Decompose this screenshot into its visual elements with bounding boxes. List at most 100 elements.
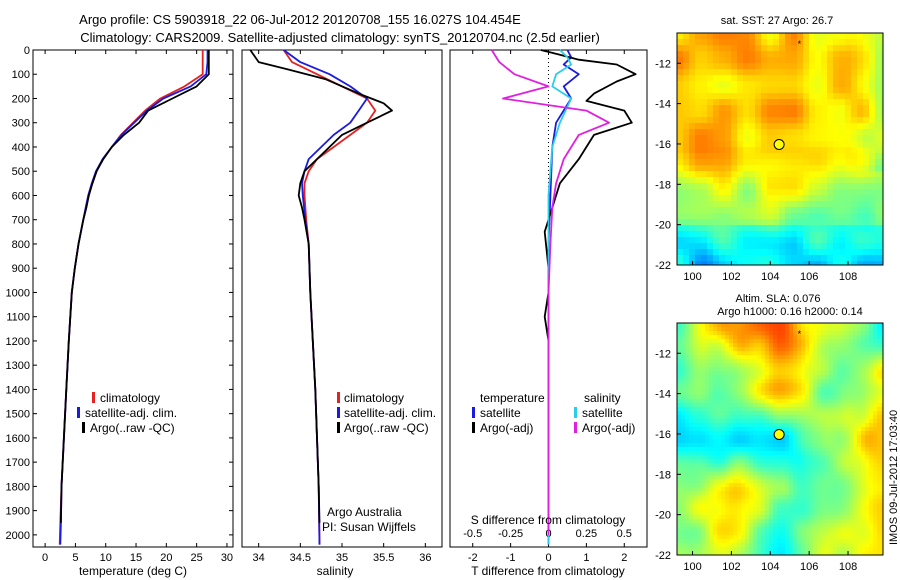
map-cell bbox=[785, 33, 792, 40]
map-cell bbox=[801, 527, 806, 532]
map-cell bbox=[777, 455, 782, 460]
map-cell bbox=[829, 371, 834, 376]
map-cell bbox=[865, 519, 870, 524]
map-cell bbox=[737, 141, 744, 148]
map-cell bbox=[857, 153, 864, 160]
map-cell bbox=[683, 87, 690, 94]
map-cell bbox=[705, 387, 710, 392]
map-cell bbox=[849, 471, 854, 476]
map-cell bbox=[825, 323, 830, 328]
map-cell bbox=[849, 539, 854, 544]
map-cell bbox=[821, 379, 826, 384]
map-cell bbox=[717, 455, 722, 460]
map-cell bbox=[829, 515, 834, 520]
map-cell bbox=[693, 343, 698, 348]
map-cell bbox=[829, 491, 834, 496]
map-cell bbox=[681, 439, 686, 444]
map-cell bbox=[833, 455, 838, 460]
map-cell bbox=[697, 371, 702, 376]
map-cell bbox=[873, 323, 878, 328]
map-cell bbox=[689, 51, 696, 58]
map-cell bbox=[821, 63, 828, 70]
map-cell bbox=[785, 183, 792, 190]
map-cell bbox=[845, 499, 850, 504]
map-cell bbox=[719, 45, 726, 52]
map-cell bbox=[713, 487, 718, 492]
map-cell bbox=[851, 225, 858, 232]
map-cell bbox=[697, 431, 702, 436]
map-cell bbox=[837, 547, 842, 552]
map-cell bbox=[821, 99, 828, 106]
map-cell bbox=[785, 503, 790, 508]
map-cell bbox=[779, 87, 786, 94]
map-cell bbox=[797, 371, 802, 376]
map-cell bbox=[817, 415, 822, 420]
map-cell bbox=[881, 487, 884, 492]
map-cell bbox=[789, 379, 794, 384]
map-cell bbox=[773, 407, 778, 412]
map-cell bbox=[709, 407, 714, 412]
map-cell bbox=[713, 459, 718, 464]
map-cell bbox=[809, 249, 816, 256]
map-cell bbox=[685, 447, 690, 452]
map-cell bbox=[761, 105, 768, 112]
map-cell bbox=[731, 51, 738, 58]
map-cell bbox=[815, 39, 822, 46]
map-cell bbox=[709, 435, 714, 440]
map-cell bbox=[707, 63, 714, 70]
map-cell bbox=[797, 111, 804, 118]
map-cell bbox=[845, 435, 850, 440]
map-cell bbox=[769, 335, 774, 340]
map-cell bbox=[815, 255, 822, 262]
map-cell bbox=[773, 39, 780, 46]
map-cell bbox=[713, 375, 718, 380]
map-cell bbox=[737, 399, 742, 404]
map-cell bbox=[817, 395, 822, 400]
map-cell bbox=[737, 443, 742, 448]
map-cell bbox=[853, 515, 858, 520]
map-cell bbox=[857, 491, 862, 496]
map-cell bbox=[701, 371, 706, 376]
map-cell bbox=[785, 255, 792, 262]
map-cell bbox=[803, 51, 810, 58]
map-cell bbox=[821, 419, 826, 424]
map-cell bbox=[725, 189, 732, 196]
map-cell bbox=[769, 483, 774, 488]
map-cell bbox=[773, 359, 778, 364]
map-cell bbox=[737, 419, 742, 424]
map-cell bbox=[875, 99, 882, 106]
map-cell bbox=[845, 339, 850, 344]
map-cell bbox=[695, 105, 702, 112]
map-cell bbox=[779, 177, 786, 184]
map-cell bbox=[803, 243, 810, 250]
map-cell bbox=[815, 129, 822, 136]
map-cell bbox=[873, 447, 878, 452]
map-cell bbox=[809, 243, 816, 250]
map-cell bbox=[803, 57, 810, 64]
map-cell bbox=[761, 539, 766, 544]
map-cell bbox=[741, 471, 746, 476]
map-cell bbox=[837, 371, 842, 376]
map-cell bbox=[749, 475, 754, 480]
map-cell bbox=[789, 371, 794, 376]
map-cell bbox=[809, 237, 816, 244]
map-cell bbox=[677, 231, 684, 238]
map-cell bbox=[677, 503, 682, 508]
map-cell bbox=[701, 153, 708, 160]
map-cell bbox=[829, 519, 834, 524]
map-cell bbox=[737, 327, 742, 332]
map-cell bbox=[761, 87, 768, 94]
map-cell bbox=[789, 487, 794, 492]
map-cell bbox=[677, 507, 682, 512]
map-cell bbox=[737, 447, 742, 452]
map-cell bbox=[817, 375, 822, 380]
map-cell bbox=[833, 39, 840, 46]
map-cell bbox=[797, 261, 804, 266]
map-cell bbox=[713, 391, 718, 396]
map-cell bbox=[845, 117, 852, 124]
map-cell bbox=[695, 75, 702, 82]
map-cell bbox=[761, 379, 766, 384]
map-cell bbox=[875, 249, 882, 256]
y-tick-label: 1300 bbox=[6, 360, 30, 372]
